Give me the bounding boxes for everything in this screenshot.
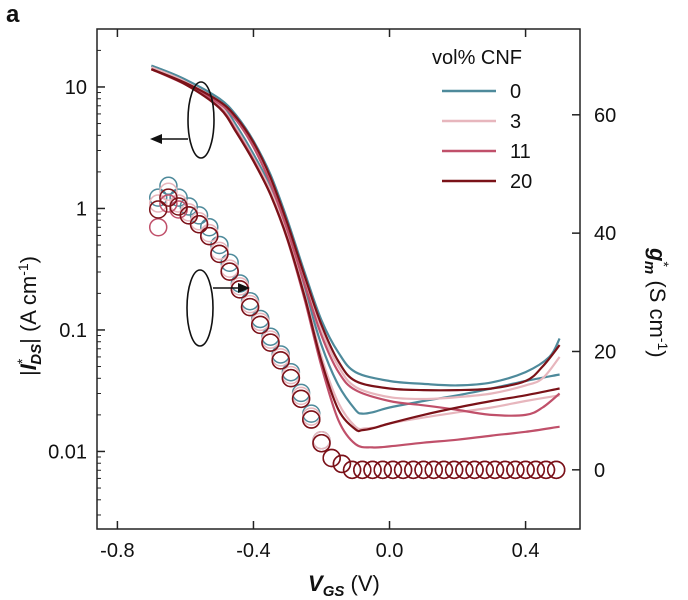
x-tick-label: 0.0 (376, 540, 404, 562)
gm-point-20 (516, 460, 535, 480)
y-right-tick-label: 60 (594, 105, 616, 127)
x-tick-label: -0.8 (100, 540, 134, 562)
x-axis-label: VGS (V) (308, 571, 380, 600)
iv-curve-0-iv_rev (150, 64, 561, 387)
gm-point-20 (291, 389, 311, 409)
x-tick-label: -0.4 (236, 540, 270, 562)
gm-point-20 (240, 297, 260, 317)
gm-point-20 (312, 433, 331, 453)
gm-point-20 (536, 460, 556, 480)
y-left-tick-label: 10 (65, 77, 87, 99)
left-axis-indicator (150, 81, 215, 159)
arrow-right-icon (238, 283, 250, 293)
legend-label-11: 11 (510, 141, 531, 163)
gm-point-20 (322, 448, 341, 468)
gm-point-20 (148, 200, 168, 219)
gm-point-20 (393, 460, 413, 480)
gm-point-20 (220, 262, 239, 281)
legend-title: vol% CNF (432, 47, 522, 69)
gm-point-3 (159, 182, 178, 201)
gm-point-20 (230, 280, 250, 299)
legend: vol% CNF 0 3 11 20 (432, 47, 532, 193)
iv-curve-20-iv_rev (150, 68, 561, 392)
right-axis-indicator (186, 269, 250, 347)
x-tick-label: 0.4 (512, 540, 540, 562)
gm-point-20 (199, 226, 219, 246)
gm-point-20 (210, 244, 229, 264)
gm-point-0 (159, 176, 178, 196)
gm-point-20 (281, 368, 301, 388)
y-right-tick-label: 40 (594, 223, 616, 245)
y-right-tick-label: 20 (594, 341, 616, 363)
gm-markers-layer (148, 176, 566, 480)
gm-point-20 (302, 410, 321, 429)
gm-point-20 (434, 460, 454, 480)
gm-point-20 (546, 460, 566, 480)
gm-point-20 (465, 460, 484, 480)
gm-point-20 (271, 351, 290, 370)
legend-label-0: 0 (510, 81, 521, 103)
gm-point-20 (455, 460, 474, 480)
y-axis-right-label: g*m (S cm-1) (641, 247, 672, 358)
y-right-tick-label: 0 (594, 460, 605, 482)
gm-point-20 (444, 460, 464, 480)
y-left-tick-label: 0.01 (48, 441, 87, 463)
gm-point-20 (353, 460, 372, 480)
ticks-layer: -0.8 -0.4 0.0 0.4 10 1 0.1 0.01 60 40 20 0 (48, 28, 616, 562)
gm-point-20 (373, 460, 392, 480)
gm-point-0 (148, 188, 168, 207)
legend-label-3: 3 (510, 111, 521, 133)
plot-frame (96, 28, 581, 530)
gm-point-20 (342, 460, 362, 480)
gm-point-20 (383, 460, 403, 480)
gm-point-20 (495, 460, 515, 480)
iv-curve-3-iv_fwd (150, 66, 560, 431)
curves-layer (150, 64, 561, 449)
y-left-tick-label: 0.1 (59, 320, 87, 342)
gm-point-20 (261, 333, 280, 352)
gm-point-11 (148, 217, 168, 237)
gm-point-20 (526, 460, 546, 480)
gm-point-20 (251, 315, 270, 335)
gm-point-0 (189, 206, 209, 225)
gm-point-20 (475, 460, 495, 480)
iv-curve-0-iv_fwd (150, 64, 560, 415)
panel-label: a (6, 1, 20, 28)
iv-curve-3-iv_rev (150, 66, 561, 401)
gm-point-20 (485, 460, 505, 480)
y-left-tick-label: 1 (76, 198, 87, 220)
arrow-left-icon (150, 134, 162, 144)
gm-point-20 (424, 460, 443, 480)
gm-point-3 (148, 194, 168, 213)
gm-point-20 (363, 460, 382, 480)
y-axis-left-label: |I*DS| (A cm-1) (14, 256, 45, 376)
gm-point-20 (332, 454, 352, 474)
gm-point-20 (404, 460, 423, 480)
gm-point-0 (199, 217, 219, 237)
legend-label-20: 20 (510, 171, 532, 193)
gm-point-20 (189, 215, 209, 234)
gm-point-11 (159, 194, 178, 213)
gm-point-20 (414, 460, 433, 480)
gm-point-20 (506, 460, 525, 480)
iv-curve-11-iv_rev (150, 68, 561, 417)
iv-curve-20-iv_fwd (150, 68, 560, 433)
